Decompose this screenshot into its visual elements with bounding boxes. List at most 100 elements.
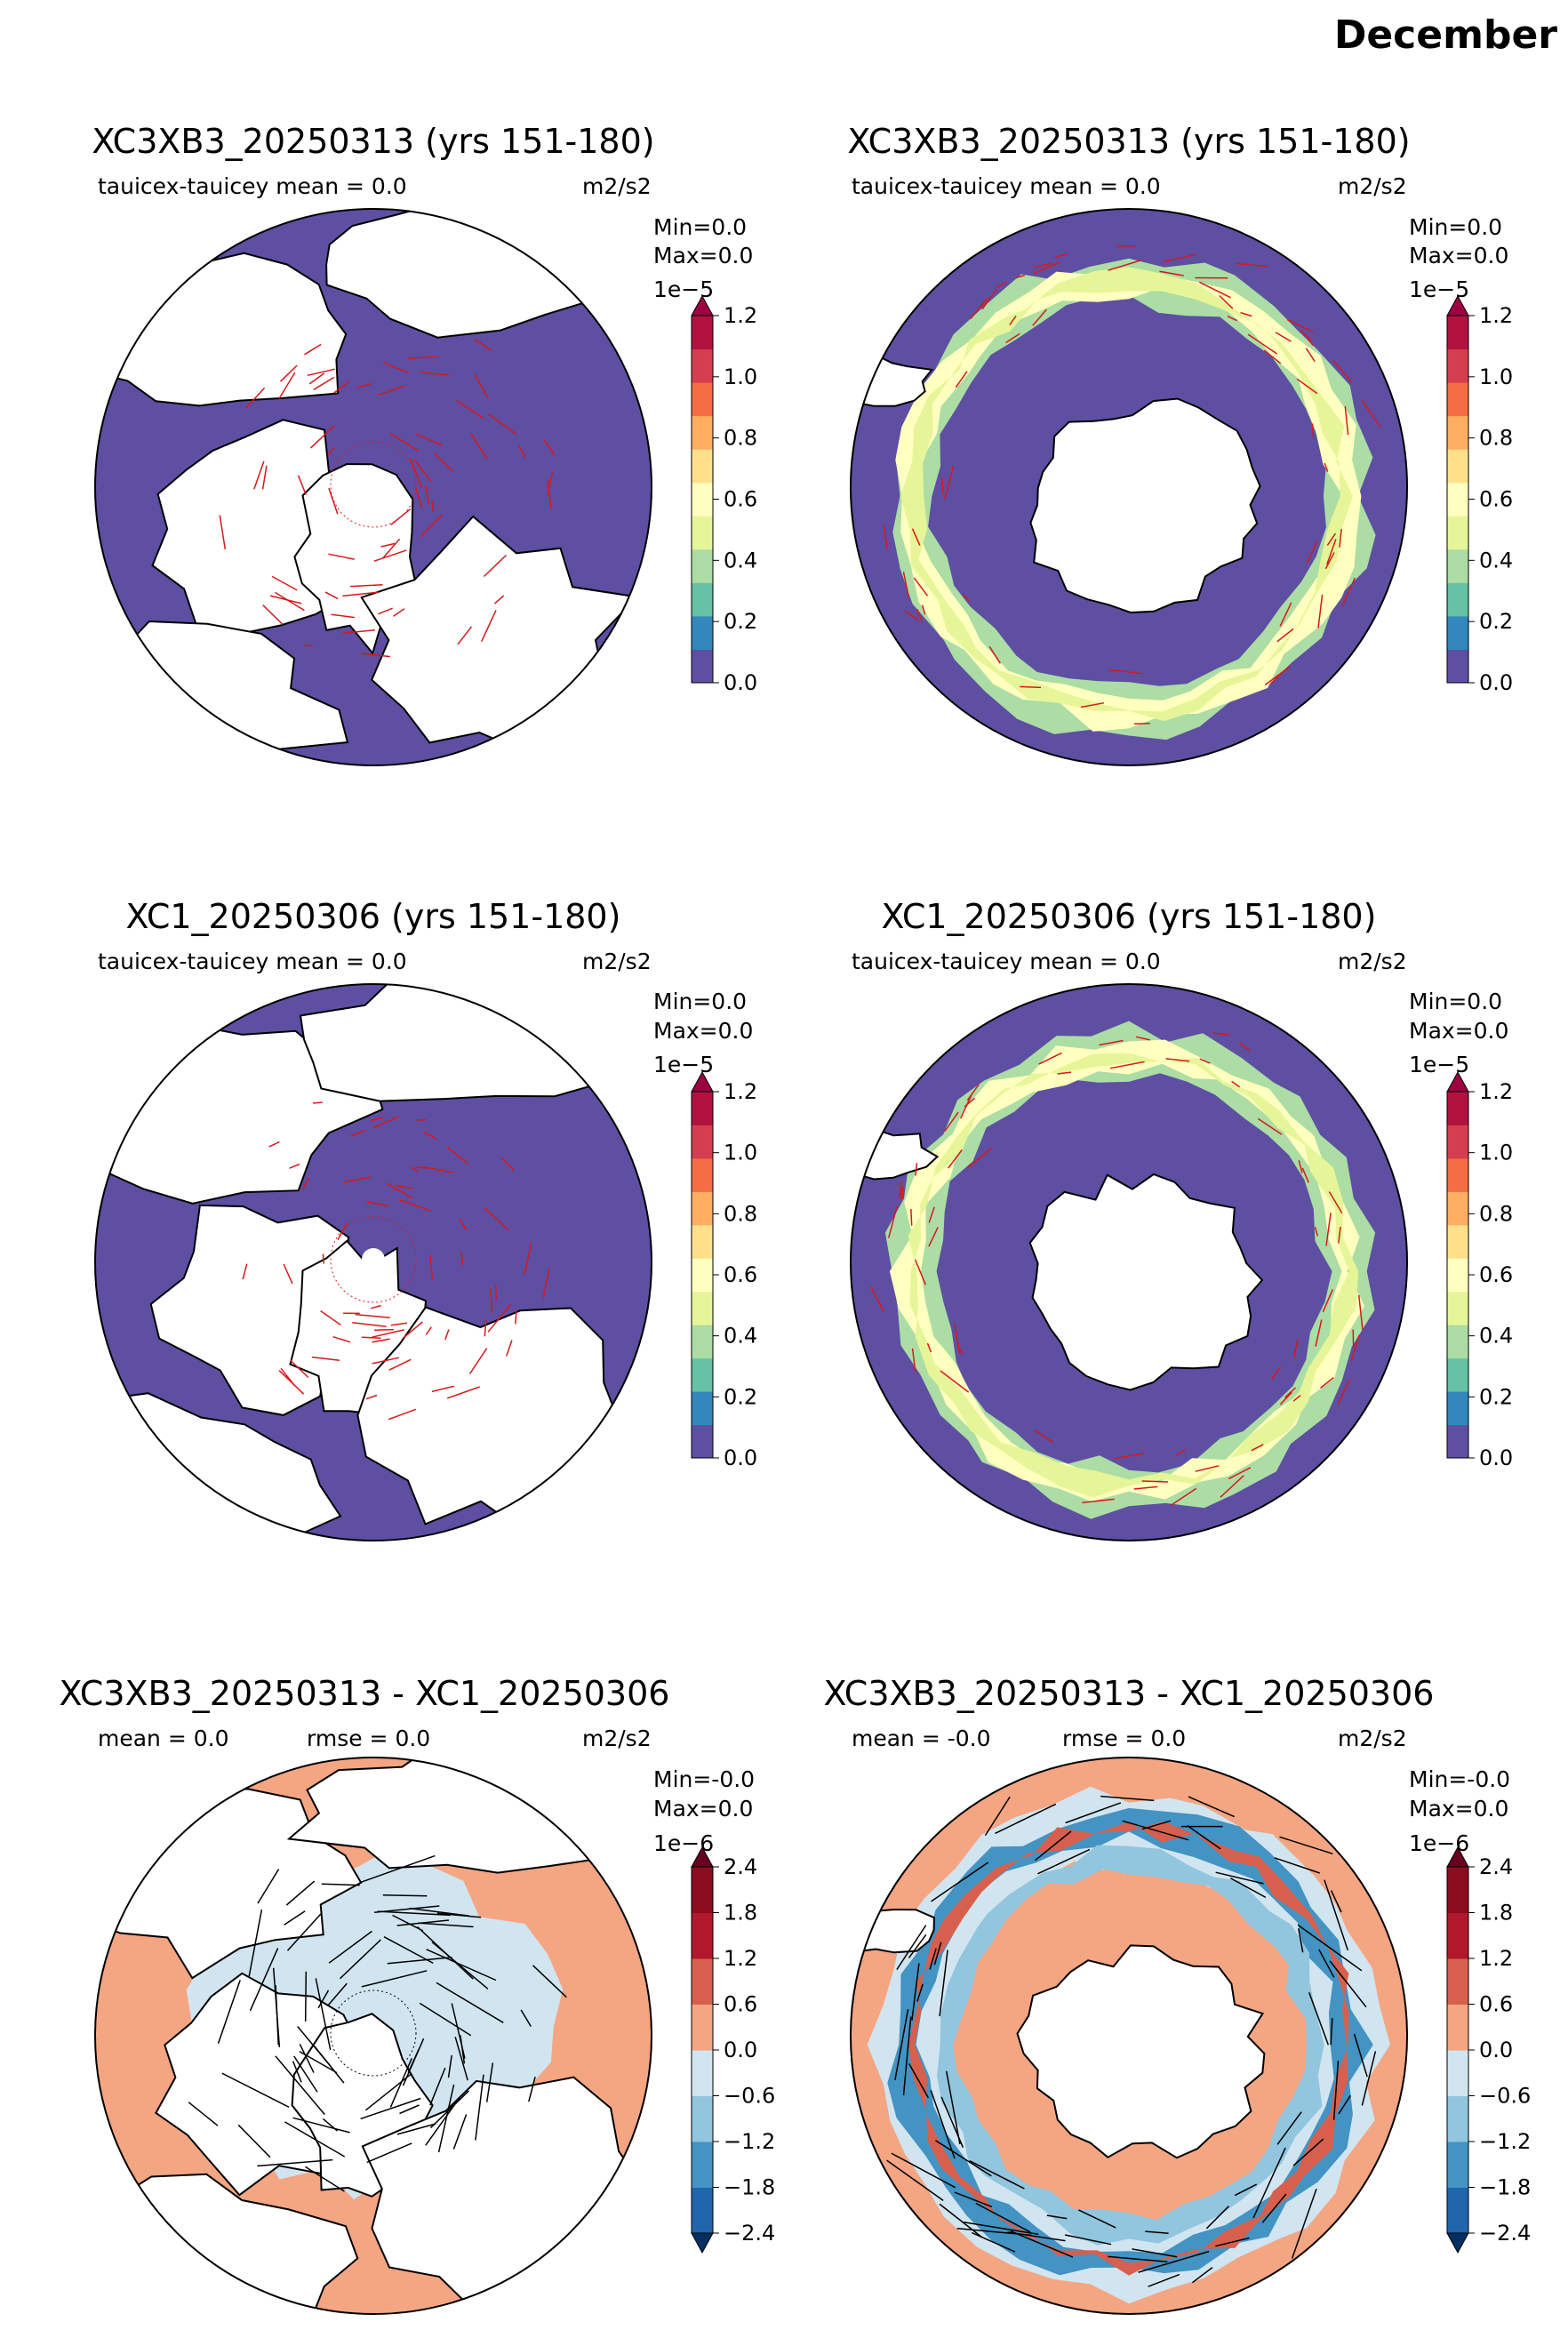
vector-arrow (283, 1263, 293, 1285)
vector-arrow (387, 1956, 452, 1965)
colorbar-tick-label: 1.2 (1479, 1079, 1513, 1104)
vector-arrow (237, 2124, 271, 2158)
vector-arrow (1274, 1857, 1320, 1874)
vector-arrow (370, 1117, 384, 1122)
vector-arrow (955, 371, 968, 388)
vector-arrow (415, 433, 443, 446)
colorbar-segment (692, 1424, 713, 1459)
colorbar-segment (1447, 2142, 1468, 2188)
colorbar-segment (692, 615, 713, 650)
panel-title: XC3XB3_20250313 - XC1_20250306 (824, 1674, 1435, 1713)
colorbar-tick-label: 0.6 (1479, 487, 1513, 512)
panel-title: XC1_20250306 (yrs 151-180) (882, 897, 1377, 936)
colorbar-tick-label: 0.2 (1479, 609, 1513, 634)
vector-arrow (1337, 1379, 1351, 1405)
panel-stat: tauicex-tauicey mean = 0.0 (98, 949, 407, 974)
colorbar-segment (1447, 1912, 1468, 1959)
colorbar-segment (692, 1258, 713, 1293)
vector-arrow (1264, 665, 1292, 686)
vector-arrow (458, 1218, 468, 1231)
vector-arrow (307, 368, 335, 377)
vector-arrow (1357, 1294, 1364, 1331)
colorbar-segment (1447, 1092, 1468, 1125)
vector-arrow (505, 1340, 513, 1357)
colorbar-tick-label: 1.8 (724, 1901, 757, 1926)
max-label: Max=0.0 (653, 1018, 753, 1044)
colorbar-tick-label: 1.8 (1479, 1901, 1513, 1926)
vector-arrow (320, 1309, 341, 1326)
vector-arrow (1292, 1395, 1301, 1402)
vector-arrow (1138, 2250, 1210, 2273)
colorbar-tick-label: 1.2 (1479, 1946, 1513, 1971)
colorbar-tick-label: 0.2 (724, 609, 757, 634)
vector-arrow (275, 2055, 325, 2116)
vector-arrow (1064, 2234, 1112, 2246)
vector-arrow (1322, 1289, 1333, 1313)
scale-label: 1e−5 (653, 276, 714, 302)
colorbar-segment (692, 2187, 713, 2234)
vector-arrow (426, 1949, 497, 1982)
vector-arrow (286, 1913, 322, 1951)
vector-arrow (1287, 319, 1314, 333)
vector-arrow (217, 1980, 241, 2045)
vector-arrow (262, 605, 284, 626)
vector-arrow (361, 1336, 381, 1339)
vector-arrow (1034, 1429, 1054, 1444)
stress-vectors (219, 338, 556, 658)
vector-arrow (468, 1348, 488, 1374)
vector-arrow (975, 2202, 1031, 2233)
vector-arrow (308, 372, 325, 385)
vector-arrow (420, 372, 450, 376)
vector-arrow (1330, 2018, 1333, 2046)
vector-arrow (349, 584, 383, 588)
vector-arrow (378, 607, 393, 615)
vector-arrow (420, 514, 443, 538)
vector-arrow (444, 1329, 450, 1341)
vector-arrow (1010, 2230, 1074, 2258)
colorbar-segment (692, 548, 713, 583)
colorbar: −2.4 −1.8 −1.2 −0.6 0.0 0.6 1.2 1.8 2.4 (691, 1846, 775, 2254)
colorbar-tick-label: 1.2 (724, 303, 757, 328)
vector-arrow (372, 1116, 399, 1129)
colorbar-extend-min (1446, 2232, 1469, 2254)
vector-arrow (321, 1883, 360, 1886)
vector-arrow (901, 1186, 904, 1198)
vector-arrow (929, 1948, 937, 1970)
vector-arrow (1113, 1453, 1145, 1460)
colorbar-segment (1447, 1125, 1468, 1159)
vector-arrow (902, 2016, 912, 2096)
vector-arrow (995, 1803, 1057, 1835)
vector-arrow (1325, 1213, 1332, 1246)
colorbar-segment (692, 1125, 713, 1159)
colorbar-tick-label: −1.8 (1479, 2175, 1531, 2200)
vector-arrow (305, 2166, 345, 2192)
vector-arrow (293, 2055, 318, 2093)
colorbar-tick-label: −1.2 (724, 2129, 775, 2154)
vector-arrow (988, 645, 1002, 664)
vector-arrow (284, 1910, 306, 1926)
vector-arrow (304, 343, 322, 356)
colorbar-segment (692, 1092, 713, 1125)
colorbar-tick-label: 0.0 (724, 670, 757, 695)
panels: XC3XB3_20250313 (yrs 151-180) tauicex-tau… (60, 122, 1531, 2315)
vector-arrow (382, 361, 410, 374)
vector-arrow (1324, 552, 1335, 570)
vector-arrow (1240, 311, 1252, 317)
vector-arrow (1296, 378, 1318, 395)
vector-arrow (292, 2117, 350, 2134)
vector-arrow (290, 1359, 309, 1379)
colorbar-tick-label: 0.0 (1479, 670, 1513, 695)
vector-arrow (1033, 261, 1060, 275)
colorbar-tick-label: 0.4 (724, 548, 757, 572)
vector-arrow (388, 1408, 417, 1421)
colorbar-tick-label: 0.8 (724, 426, 757, 451)
stress-vectors (886, 1795, 1377, 2287)
max-label: Max=0.0 (653, 243, 753, 268)
vector-arrow (364, 2073, 412, 2111)
panel-units: m2/s2 (1338, 173, 1407, 199)
vector-arrow (360, 2097, 421, 2120)
vector-arrow (452, 2114, 468, 2150)
vector-arrow (1046, 2214, 1068, 2220)
colorbar-tick-label: 0.6 (724, 1992, 757, 2017)
vector-arrow (528, 2077, 536, 2102)
